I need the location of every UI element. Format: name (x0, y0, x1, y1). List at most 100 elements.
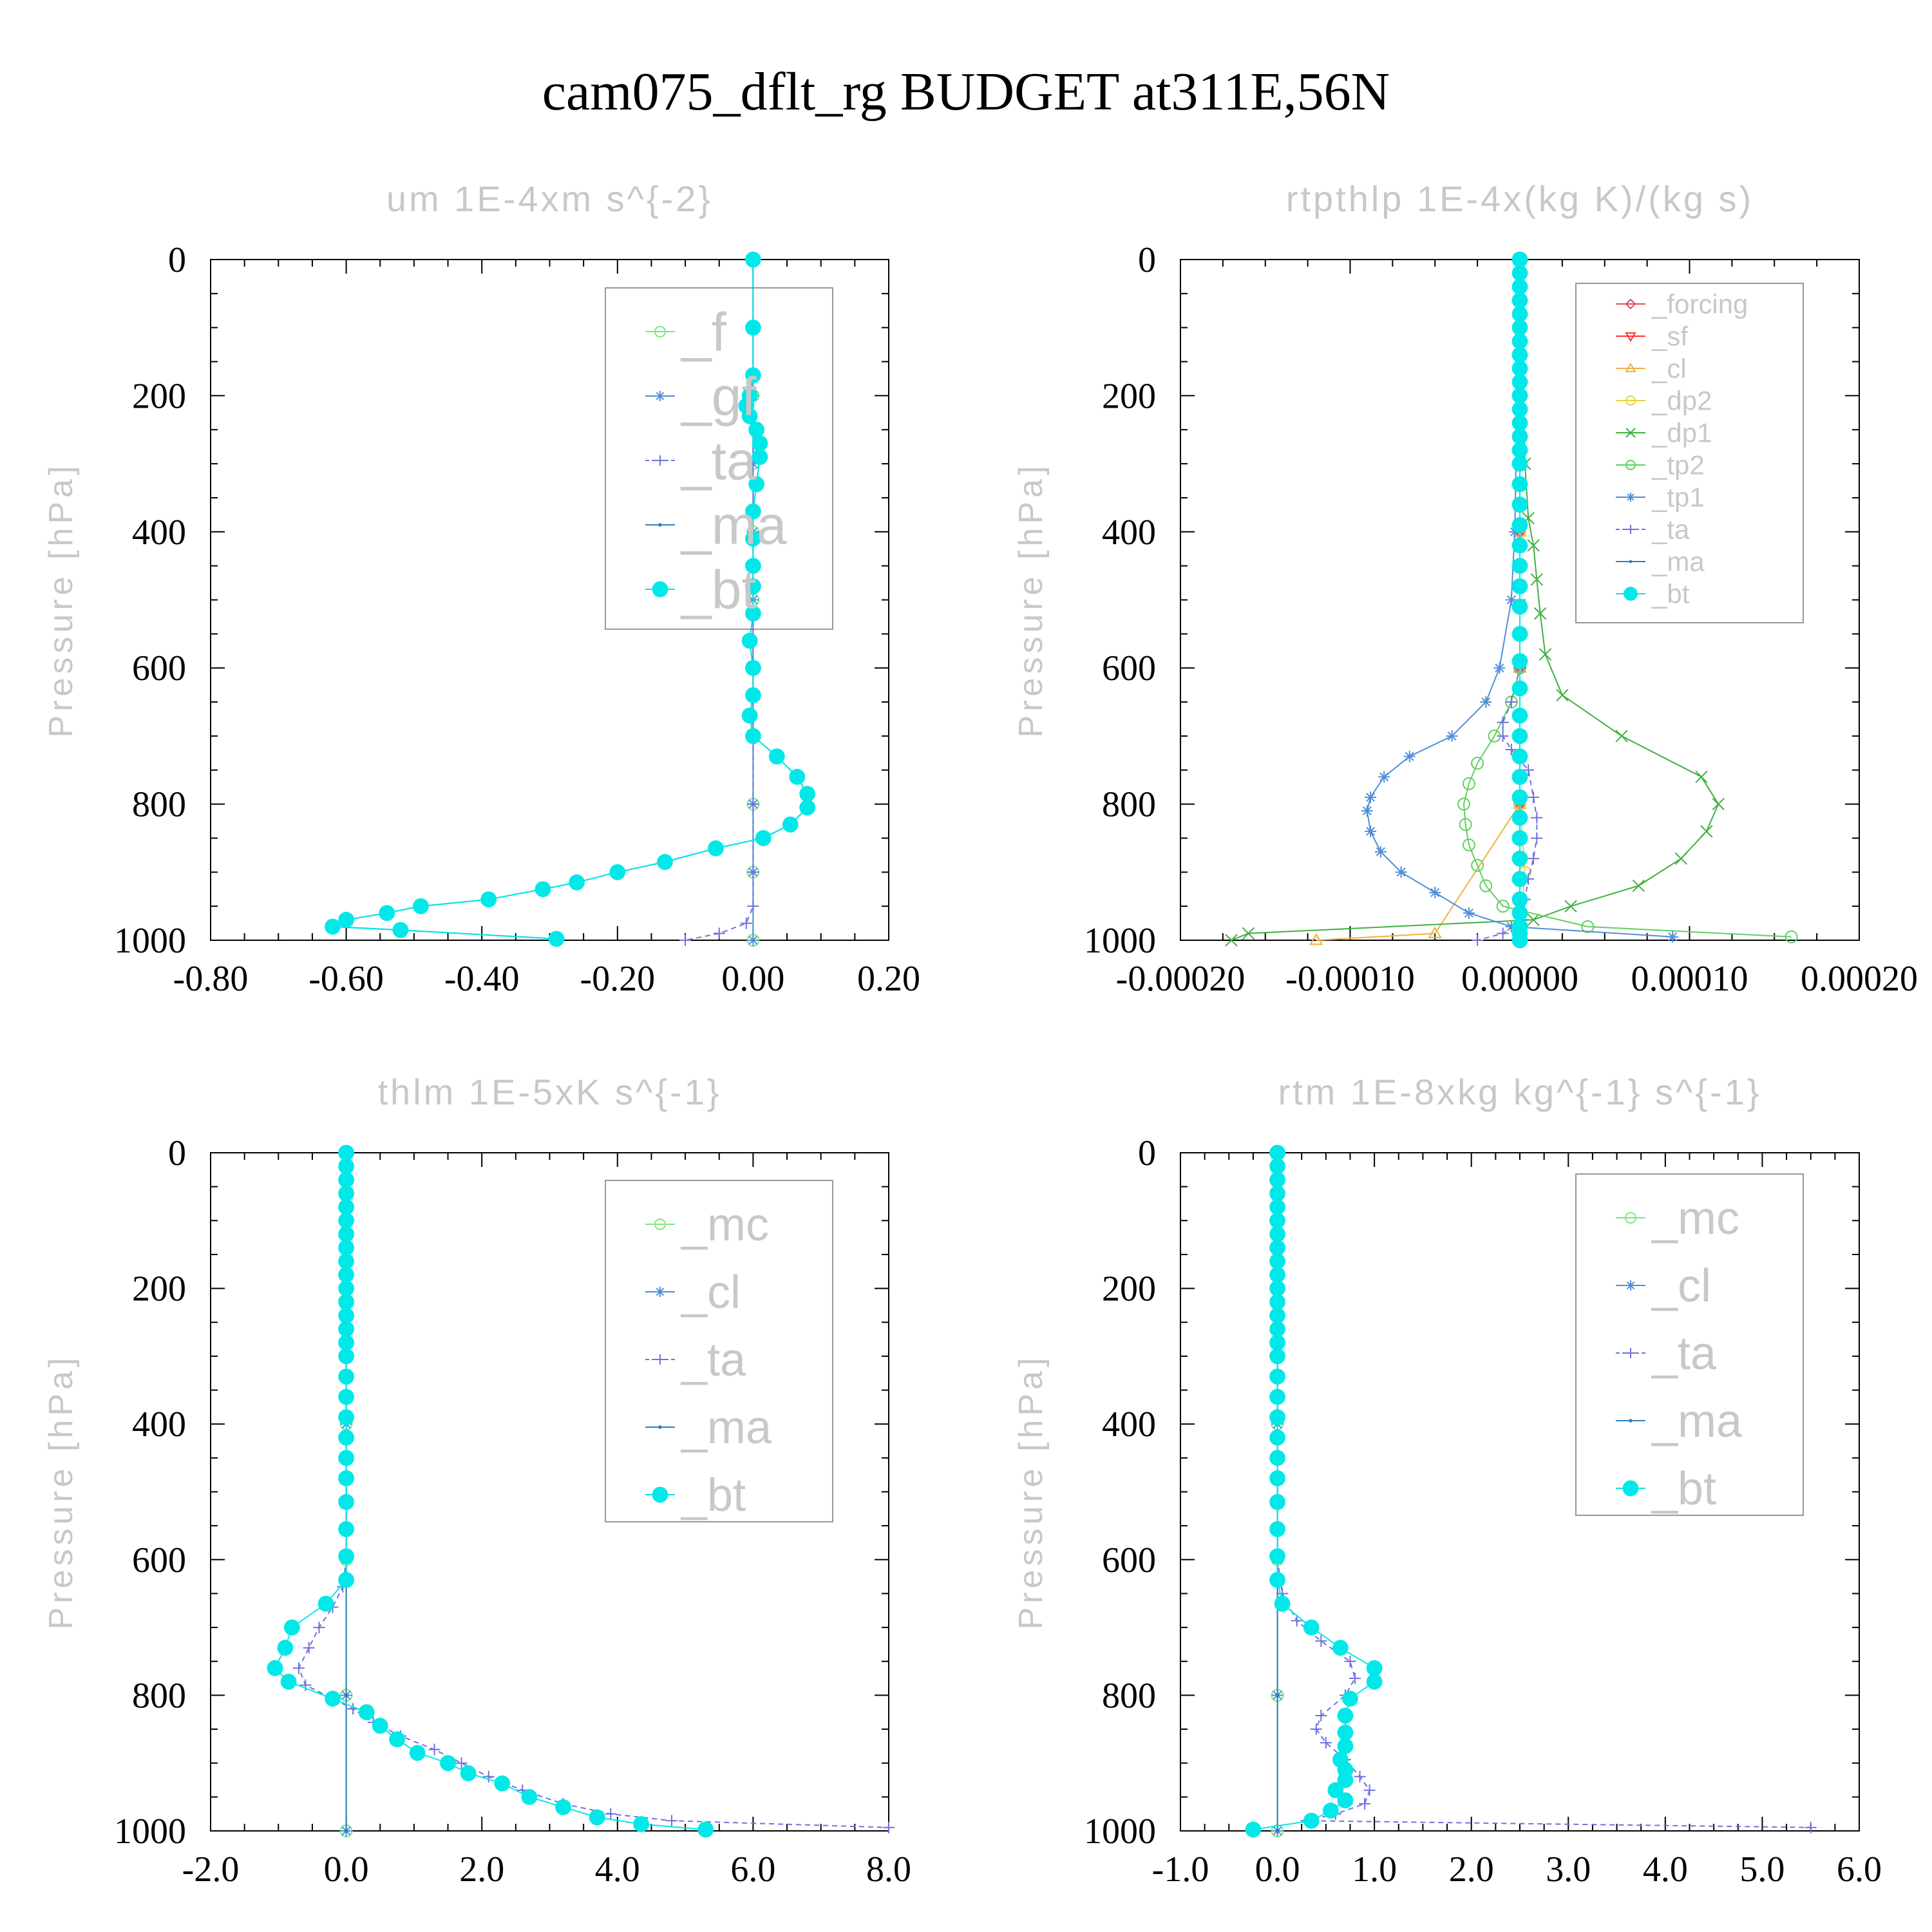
legend-marker (655, 1354, 665, 1365)
data-point (1674, 852, 1688, 865)
legend-item: _dp2 (1616, 386, 1712, 416)
legend-marker (1625, 1212, 1636, 1224)
data-point (657, 854, 673, 870)
data-point (1374, 846, 1387, 858)
data-point (338, 1334, 354, 1351)
data-point (1242, 927, 1255, 940)
data-point (1269, 1429, 1285, 1446)
data-point (428, 1743, 440, 1756)
x-tick-label: 0.0 (1255, 1850, 1300, 1889)
data-point (1269, 1470, 1285, 1486)
y-axis-label: Pressure [hPa] (43, 462, 80, 738)
data-point (1511, 497, 1528, 513)
y-tick-label: 600 (132, 1540, 186, 1580)
legend-item: _bt (1616, 579, 1690, 609)
data-point (1667, 931, 1679, 943)
data-point (338, 1450, 354, 1466)
legend-label: _mc (680, 1199, 769, 1251)
data-point (1342, 1690, 1358, 1707)
data-point (1511, 265, 1528, 281)
data-point (747, 934, 759, 946)
data-point (1531, 832, 1543, 844)
data-point (1531, 811, 1543, 824)
data-point (1511, 476, 1528, 493)
legend-item: _bt (645, 1470, 746, 1521)
x-tick-label: 6.0 (730, 1850, 775, 1889)
y-axis-label: Pressure [hPa] (43, 1354, 80, 1630)
x-tick-label: 6.0 (1837, 1850, 1882, 1889)
y-axis-label: Pressure [hPa] (1012, 1354, 1050, 1630)
data-point (1269, 1144, 1285, 1161)
data-point (338, 1253, 354, 1269)
x-tick-label: 0.20 (857, 959, 920, 999)
legend-label: _cl (1651, 354, 1687, 384)
data-point (1303, 1619, 1320, 1636)
data-point (338, 1280, 354, 1296)
panel-title: rtm 1E-8xkg kg^{-1} s^{-1} (1278, 1072, 1761, 1112)
legend-marker (658, 523, 662, 527)
data-point (409, 1745, 426, 1761)
y-tick-label: 400 (132, 513, 186, 553)
data-point (1446, 730, 1458, 742)
data-point (747, 900, 759, 913)
data-point (338, 1470, 354, 1486)
data-point (1269, 1212, 1285, 1229)
data-point (1527, 539, 1540, 552)
legend-item: _tp2 (1616, 450, 1705, 480)
legend: _mc _cl _ta _ma _bt (605, 1180, 833, 1522)
data-point (1403, 750, 1416, 762)
data-point (338, 1429, 354, 1446)
data-point (1269, 1253, 1285, 1269)
data-point (338, 1240, 354, 1256)
legend-item: _sf (1616, 321, 1688, 352)
data-point (1511, 768, 1528, 785)
data-point (317, 1595, 334, 1612)
data-point (1269, 1267, 1285, 1283)
data-point (748, 476, 765, 493)
data-point (338, 1571, 354, 1588)
data-point (1505, 920, 1517, 933)
legend-item: _cl (1616, 354, 1687, 384)
legend-label: _ta (1651, 1328, 1717, 1379)
legend-frame (1575, 283, 1804, 623)
legend: _mc _cl _ta _ma _bt (1575, 1173, 1804, 1516)
data-point (1511, 905, 1528, 922)
data-point (1269, 1409, 1285, 1426)
data-point (1269, 1280, 1285, 1296)
data-point (521, 1788, 538, 1805)
legend-marker (1624, 587, 1638, 601)
x-tick-label: 0.00000 (1461, 959, 1578, 999)
data-point (1269, 1198, 1285, 1215)
data-point (1349, 1672, 1361, 1685)
legend-item: _mc (645, 1199, 769, 1251)
data-point (1700, 825, 1713, 838)
data-point (1511, 891, 1528, 907)
y-tick-label: 1000 (1084, 921, 1156, 961)
data-point (1359, 1797, 1371, 1810)
data-point (1511, 789, 1528, 806)
data-point (338, 1267, 354, 1283)
data-point (338, 1294, 354, 1311)
legend-marker (1625, 395, 1636, 406)
data-point (1225, 934, 1238, 947)
data-point (1472, 934, 1484, 946)
data-point (1322, 1803, 1339, 1819)
data-point (1269, 1321, 1285, 1338)
data-point (344, 1693, 348, 1698)
y-axis-label: Pressure [hPa] (1012, 462, 1050, 738)
data-point (338, 911, 354, 928)
data-point (1511, 360, 1528, 377)
x-tick-label: 4.0 (595, 1850, 640, 1889)
data-point (1511, 680, 1528, 697)
data-point (1269, 1388, 1285, 1405)
data-point (1505, 594, 1517, 606)
legend-label: _ma (680, 1402, 772, 1454)
data-point (1269, 1521, 1285, 1537)
data-point (1269, 1493, 1285, 1510)
data-point (747, 458, 759, 470)
data-point (338, 1158, 354, 1175)
legend-label: _ma (1651, 547, 1705, 577)
legend-item: _ta (1616, 1328, 1717, 1379)
data-point (1511, 850, 1528, 867)
series-line (1253, 1153, 1376, 1830)
